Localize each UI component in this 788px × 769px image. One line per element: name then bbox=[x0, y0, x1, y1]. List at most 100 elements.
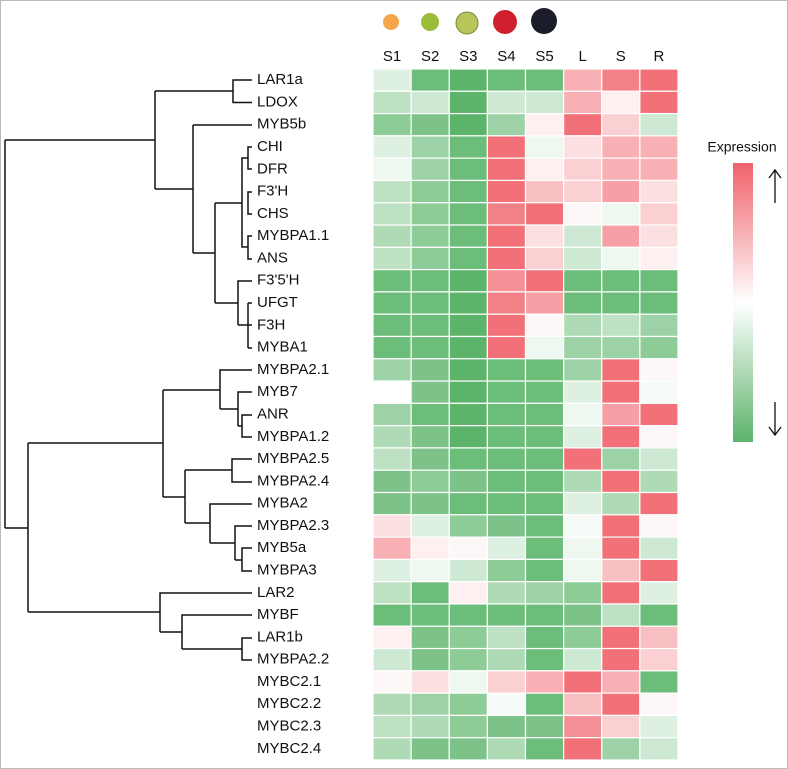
heatmap-cell bbox=[524, 224, 565, 248]
heatmap-cell bbox=[410, 647, 450, 672]
heatmap-cell bbox=[563, 447, 603, 471]
heatmap-cell bbox=[639, 558, 679, 583]
heatmap-cell bbox=[372, 135, 412, 159]
heatmap-cell bbox=[639, 425, 679, 449]
heatmap-cell bbox=[448, 112, 488, 137]
row-label: ANS bbox=[257, 249, 288, 266]
heatmap-cell bbox=[563, 558, 603, 583]
heatmap-cell bbox=[639, 380, 679, 404]
heatmap-cell bbox=[410, 269, 450, 293]
heatmap-cell bbox=[639, 714, 679, 739]
heatmap-cell bbox=[372, 291, 412, 315]
heatmap-cell bbox=[372, 380, 412, 404]
heatmap-cell bbox=[372, 224, 412, 248]
heatmap-cell bbox=[486, 714, 527, 739]
heatmap-cell bbox=[601, 135, 641, 159]
heatmap-cell bbox=[639, 358, 679, 382]
row-label: MYBPA2.5 bbox=[257, 450, 329, 467]
heatmap-cell bbox=[448, 625, 488, 650]
heatmap-cell bbox=[563, 380, 603, 404]
heatmap-cell bbox=[601, 291, 641, 315]
fruit-icons bbox=[383, 8, 557, 35]
heatmap-cell bbox=[410, 202, 450, 226]
heatmap-cell bbox=[410, 246, 450, 271]
row-label: UFGT bbox=[257, 294, 298, 311]
heatmap-cell bbox=[639, 269, 679, 293]
heatmap-cell bbox=[524, 514, 565, 538]
heatmap-cell bbox=[448, 737, 488, 761]
heatmap-cell bbox=[410, 90, 450, 115]
heatmap-cell bbox=[563, 425, 603, 449]
heatmap-cell bbox=[448, 90, 488, 115]
heatmap-cell bbox=[563, 692, 603, 717]
heatmap-cell bbox=[601, 558, 641, 583]
heatmap-cell bbox=[639, 291, 679, 315]
row-label: MYBPA2.4 bbox=[257, 472, 329, 489]
heatmap-cell bbox=[563, 90, 603, 115]
heatmap-cell bbox=[601, 202, 641, 226]
heatmap-cell bbox=[563, 246, 603, 271]
heatmap-cell bbox=[448, 491, 488, 516]
row-label: MYBPA1.1 bbox=[257, 227, 329, 244]
heatmap-cell bbox=[372, 469, 412, 494]
heatmap-cell bbox=[524, 179, 565, 204]
heatmap-cell bbox=[601, 514, 641, 538]
heatmap-cell bbox=[639, 335, 679, 360]
heatmap-cell bbox=[601, 491, 641, 516]
heatmap-cell bbox=[563, 402, 603, 427]
heatmap-cell bbox=[448, 335, 488, 360]
heatmap-cell bbox=[372, 202, 412, 226]
heatmap-cell bbox=[448, 447, 488, 471]
heatmap-cell bbox=[372, 514, 412, 538]
heatmap-cell bbox=[448, 68, 488, 92]
heatmap-cell bbox=[486, 157, 527, 182]
column-label: S1 bbox=[383, 48, 401, 65]
heatmap-cell bbox=[486, 202, 527, 226]
row-label: MYBPA2.1 bbox=[257, 361, 329, 378]
heatmap-cell bbox=[639, 536, 679, 560]
heatmap-cell bbox=[524, 135, 565, 159]
legend-title: Expression bbox=[707, 139, 776, 155]
row-label: MYBA1 bbox=[257, 339, 308, 356]
heatmap-cell bbox=[486, 224, 527, 248]
row-label: MYBF bbox=[257, 606, 299, 623]
heatmap-cell bbox=[410, 447, 450, 471]
heatmap-cell bbox=[639, 224, 679, 248]
heatmap-cell bbox=[372, 335, 412, 360]
heatmap-cell bbox=[639, 112, 679, 137]
heatmap-cell bbox=[524, 68, 565, 92]
heatmap-cell bbox=[448, 380, 488, 404]
fruit-icon bbox=[421, 13, 439, 31]
heatmap-cell bbox=[563, 581, 603, 605]
heatmap-cell bbox=[486, 737, 527, 761]
heatmap-cell bbox=[563, 714, 603, 739]
heatmap-cell bbox=[486, 291, 527, 315]
row-label: MYB5b bbox=[257, 116, 306, 133]
heatmap-cell bbox=[563, 469, 603, 494]
heatmap-cell bbox=[410, 157, 450, 182]
heatmap-cell bbox=[563, 670, 603, 694]
heatmap-cell bbox=[524, 491, 565, 516]
heatmap-cell bbox=[524, 603, 565, 627]
heatmap-cell bbox=[601, 335, 641, 360]
heatmap-cell bbox=[486, 68, 527, 92]
heatmap-cell bbox=[639, 603, 679, 627]
heatmap-cell bbox=[372, 313, 412, 338]
heatmap-cell bbox=[524, 469, 565, 494]
heatmap-cell bbox=[563, 335, 603, 360]
column-label: L bbox=[579, 48, 587, 65]
heatmap-cell bbox=[486, 447, 527, 471]
heatmap-cell bbox=[639, 246, 679, 271]
heatmap-cell bbox=[372, 246, 412, 271]
heatmap-cell bbox=[563, 291, 603, 315]
heatmap-cell bbox=[448, 469, 488, 494]
row-label: MYB7 bbox=[257, 383, 298, 400]
heatmap-cell bbox=[639, 625, 679, 650]
heatmap-cell bbox=[524, 246, 565, 271]
heatmap-cell bbox=[563, 157, 603, 182]
heatmap-cell bbox=[486, 558, 527, 583]
heatmap-cell bbox=[448, 157, 488, 182]
heatmap-cell bbox=[410, 313, 450, 338]
heatmap-cell bbox=[372, 670, 412, 694]
heatmap-cell bbox=[372, 625, 412, 650]
